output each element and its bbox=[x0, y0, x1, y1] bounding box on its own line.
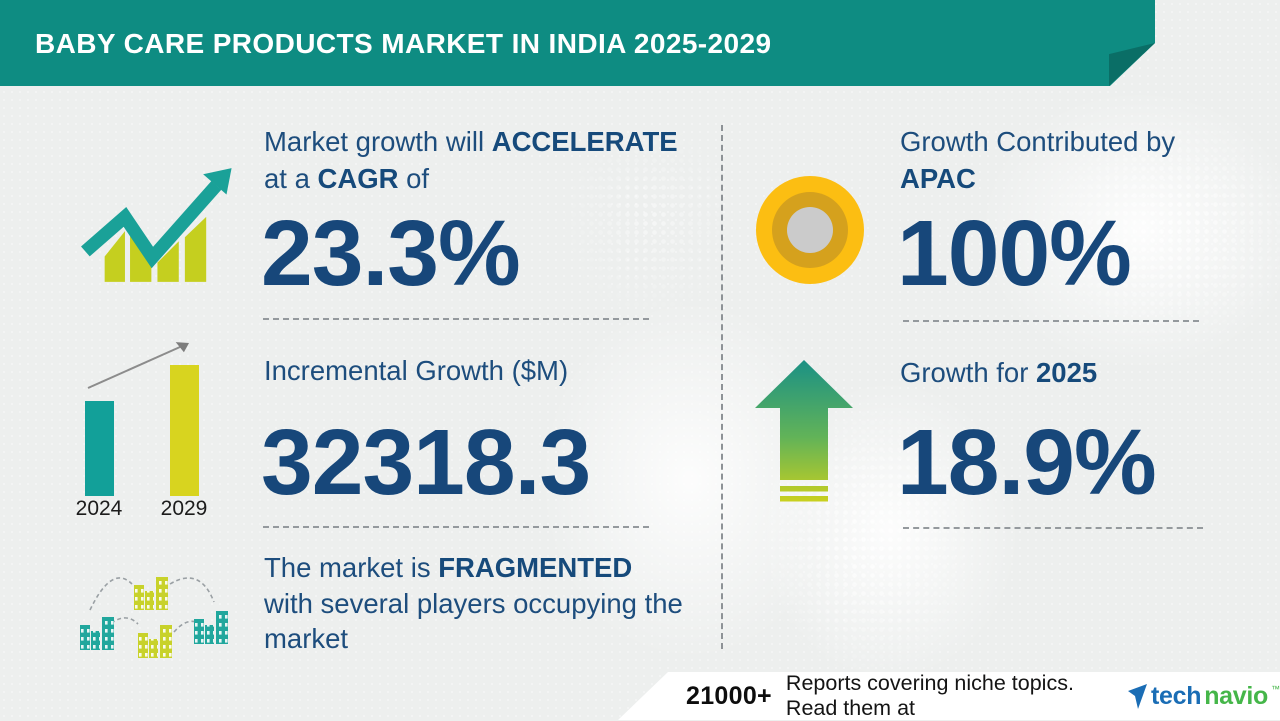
incremental-growth-label: Incremental Growth ($M) bbox=[264, 355, 569, 386]
growth-statement-suffix: of bbox=[398, 163, 430, 194]
header-ribbon: BABY CARE PRODUCTS MARKET IN INDIA 2025-… bbox=[0, 0, 1155, 86]
incremental-growth-bars-icon: 2024 2029 bbox=[76, 342, 208, 520]
fragmentation-emphasis: FRAGMENTED bbox=[438, 552, 633, 583]
growth-statement: Market growth will ACCELERATE at a CAGR … bbox=[264, 123, 678, 197]
footer-message: Reports covering niche topics. Read them… bbox=[785, 671, 1074, 720]
fragmentation-text2: with several players occupying the bbox=[264, 587, 683, 619]
growth-statement-text2: at a bbox=[264, 163, 318, 194]
dashed-separator bbox=[903, 527, 1203, 529]
bar-year-end: 2029 bbox=[161, 497, 208, 520]
report-count: 21000+ bbox=[686, 681, 772, 710]
dashed-separator bbox=[903, 320, 1199, 322]
donut-icon bbox=[756, 176, 864, 284]
up-arrow-icon bbox=[755, 360, 853, 502]
dashed-separator bbox=[263, 526, 649, 528]
footer-band: 21000+ Reports covering niche topics. Re… bbox=[618, 671, 1280, 720]
cagr-value: 23.3% bbox=[261, 201, 521, 305]
fragmentation-text: The market is bbox=[264, 552, 439, 583]
incremental-growth-value: 32318.3 bbox=[261, 410, 591, 514]
yoy-year-emphasis: 2025 bbox=[1036, 357, 1098, 388]
yoy-growth-value: 18.9% bbox=[897, 410, 1157, 514]
technavio-logo-navio: navio bbox=[1204, 681, 1268, 710]
apac-statement: Growth Contributed by APAC bbox=[900, 123, 1175, 197]
technavio-logo: tech navio ™ bbox=[1126, 682, 1280, 711]
yoy-growth-label: Growth for 2025 bbox=[900, 354, 1097, 391]
apac-emphasis: APAC bbox=[900, 163, 976, 194]
technavio-mark-icon bbox=[1127, 684, 1147, 709]
trademark-symbol: ™ bbox=[1271, 683, 1280, 694]
dashed-separator bbox=[263, 318, 649, 320]
yoy-label-text: Growth for bbox=[900, 357, 1037, 388]
fragmentation-statement: The market is FRAGMENTED with several pl… bbox=[264, 550, 683, 657]
apac-value: 100% bbox=[897, 201, 1132, 305]
bar-year-start: 2024 bbox=[76, 497, 123, 520]
page-title: BABY CARE PRODUCTS MARKET IN INDIA 2025-… bbox=[35, 28, 772, 59]
fragmented-market-icon bbox=[80, 577, 228, 658]
technavio-logo-tech: tech bbox=[1150, 681, 1202, 710]
apac-label: Growth Contributed by bbox=[900, 126, 1176, 157]
growth-statement-text: Market growth will bbox=[264, 126, 492, 157]
cagr-emphasis: CAGR bbox=[317, 163, 399, 194]
column-divider bbox=[721, 125, 723, 649]
growth-statement-emphasis: ACCELERATE bbox=[491, 126, 678, 157]
growth-trend-icon bbox=[81, 168, 232, 282]
fragmentation-text3: market bbox=[264, 623, 349, 654]
